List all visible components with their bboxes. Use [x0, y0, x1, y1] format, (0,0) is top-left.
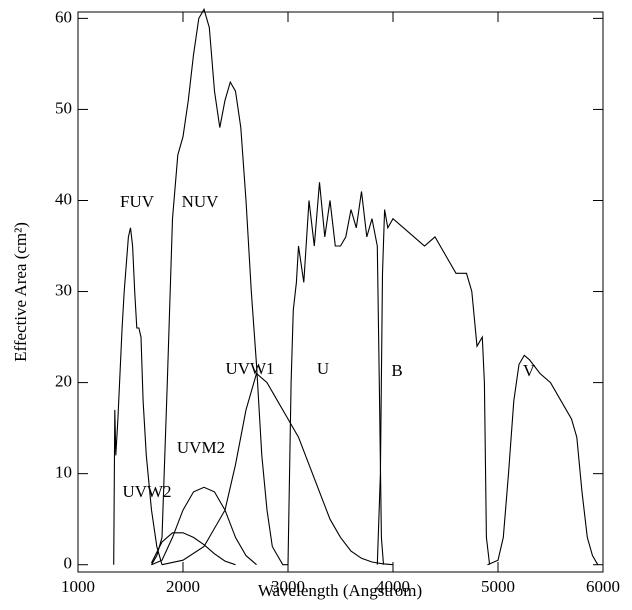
y-axis-label: Effective Area (cm²): [11, 222, 30, 362]
series-label: UVW2: [122, 482, 171, 501]
series-line: [161, 372, 394, 566]
y-tick-label: 0: [64, 554, 73, 573]
x-tick-label: 2000: [166, 577, 200, 596]
y-tick-label: 10: [55, 463, 72, 482]
y-tick-label: 20: [55, 372, 72, 391]
x-tick-label: 1000: [61, 577, 95, 596]
series-label: UVW1: [225, 359, 274, 378]
series-label: FUV: [120, 192, 155, 211]
series-line: [151, 7, 288, 566]
y-tick-label: 50: [55, 98, 72, 117]
series-label: U: [317, 359, 329, 378]
x-tick-label: 6000: [586, 577, 620, 596]
series-line: [287, 182, 385, 565]
series-label: B: [391, 361, 402, 380]
x-tick-label: 5000: [481, 577, 515, 596]
x-axis-label: Wavelength (Angstrom): [258, 581, 422, 600]
series-label: UVM2: [177, 438, 225, 457]
y-tick-label: 30: [55, 280, 72, 299]
series-line: [113, 227, 163, 565]
series-line: [151, 486, 257, 566]
x-tick-label: 4000: [376, 577, 410, 596]
y-tick-label: 40: [55, 189, 72, 208]
series-line: [487, 354, 599, 566]
series-label: V: [523, 361, 536, 380]
series-label: NUV: [182, 192, 220, 211]
series-line: [151, 532, 236, 566]
x-tick-label: 3000: [271, 577, 305, 596]
y-tick-label: 60: [55, 7, 72, 26]
series-line: [376, 209, 491, 565]
